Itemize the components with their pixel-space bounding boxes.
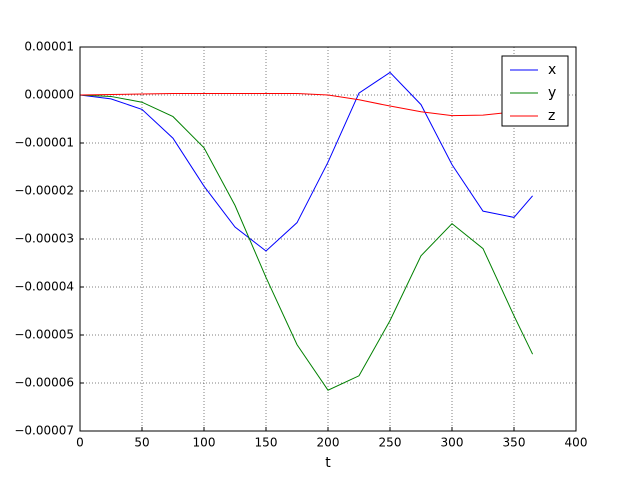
x-tick-label: 200 bbox=[317, 436, 340, 450]
y-tick-label: 0.00001 bbox=[24, 40, 74, 54]
x-tick-label: 0 bbox=[76, 436, 84, 450]
y-tick-label: −0.00001 bbox=[14, 136, 74, 150]
legend-label: y bbox=[548, 85, 556, 101]
x-tick-label: 300 bbox=[441, 436, 464, 450]
x-tick-label: 250 bbox=[379, 436, 402, 450]
line bbox=[79, 94, 534, 391]
y-tick-label: −0.00002 bbox=[14, 184, 74, 198]
plot-frame bbox=[79, 46, 577, 432]
y-tick-label: −0.00007 bbox=[14, 424, 74, 438]
line bbox=[79, 93, 533, 117]
y-tick-label: −0.00005 bbox=[14, 328, 74, 342]
y-tick-label: −0.00004 bbox=[14, 280, 74, 294]
x-tick-label: 400 bbox=[565, 436, 588, 450]
legend-label: z bbox=[548, 108, 555, 124]
x-tick-label: 350 bbox=[503, 436, 526, 450]
x-tick-label: 100 bbox=[193, 436, 216, 450]
y-tick-label: −0.00003 bbox=[14, 232, 74, 246]
y-tick-label: −0.00006 bbox=[14, 376, 74, 390]
x-tick-label: 50 bbox=[134, 436, 149, 450]
line bbox=[79, 71, 533, 252]
y-tick-label: 0.00000 bbox=[24, 88, 74, 102]
x-axis-label: t bbox=[325, 455, 331, 471]
legend-box bbox=[501, 55, 569, 127]
legend-label: x bbox=[548, 62, 556, 78]
x-tick-label: 150 bbox=[255, 436, 278, 450]
